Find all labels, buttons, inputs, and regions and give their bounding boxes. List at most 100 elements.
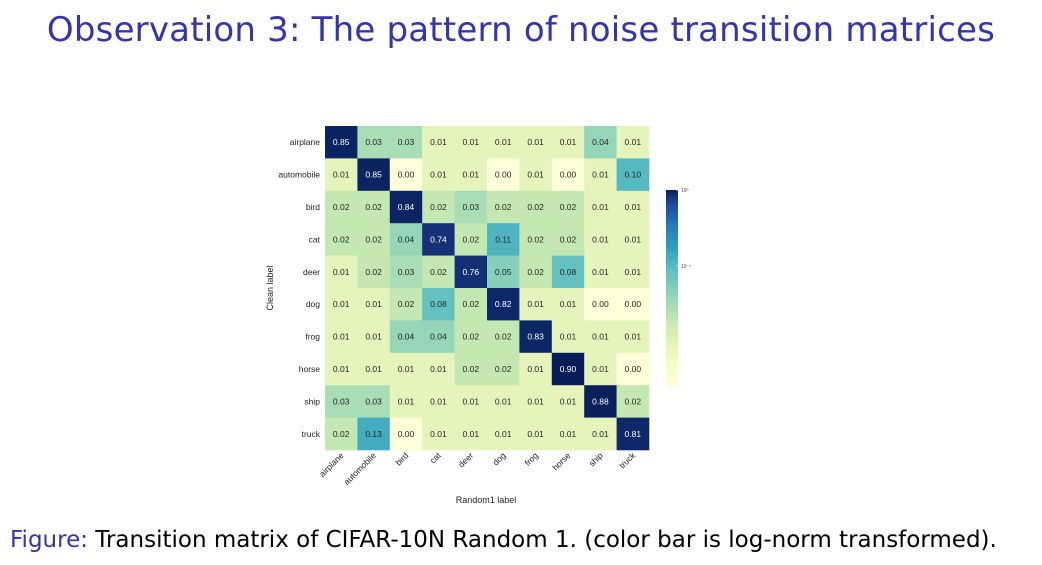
y-tick-label: dog — [306, 299, 320, 309]
cell-value-label: 0.01 — [592, 429, 609, 439]
heatmap-cell — [584, 255, 617, 289]
cell-value-label: 0.02 — [463, 234, 480, 244]
heatmap-cell — [551, 417, 585, 451]
heatmap-cell — [454, 352, 488, 386]
heatmap-cell — [551, 158, 585, 192]
cell-value-label: 0.01 — [463, 429, 480, 439]
heatmap-cell — [519, 352, 553, 386]
heatmap-cell — [325, 190, 358, 224]
heatmap-cell — [325, 352, 358, 386]
heatmap-cell — [487, 417, 520, 451]
cell-value-label: 0.00 — [495, 170, 512, 180]
x-tick-label: cat — [428, 450, 444, 466]
heatmap-cell — [487, 158, 520, 192]
cell-value-label: 0.02 — [527, 234, 544, 244]
heatmap-cell — [551, 352, 585, 386]
heatmap-cell — [389, 126, 423, 159]
heatmap-cell — [487, 352, 520, 386]
heatmap-cell — [325, 385, 358, 418]
cell-value-label: 0.02 — [527, 202, 544, 212]
heatmap-cell — [519, 126, 553, 159]
heatmap-cell — [422, 288, 455, 321]
heatmap-cell — [584, 417, 617, 451]
x-axis-title: Random1 label — [456, 495, 517, 505]
heatmap-cell — [519, 288, 553, 321]
heatmap-cell — [487, 126, 520, 159]
heatmap-cell — [422, 190, 455, 224]
cell-value-label: 0.01 — [430, 137, 447, 147]
cell-value-label: 0.01 — [625, 137, 642, 147]
cell-value-label: 0.02 — [463, 299, 480, 309]
heatmap-cell — [584, 320, 617, 354]
y-tick-label: bird — [306, 202, 320, 212]
heatmap-cell — [325, 126, 358, 159]
cell-value-label: 0.01 — [592, 332, 609, 342]
cell-value-label: 0.02 — [430, 202, 447, 212]
cell-value-label: 0.02 — [430, 267, 447, 277]
cell-value-label: 0.04 — [398, 332, 415, 342]
heatmap-cell — [551, 288, 585, 321]
cell-value-label: 0.01 — [592, 170, 609, 180]
heatmap-cell — [454, 255, 488, 289]
cell-value-label: 0.00 — [625, 364, 642, 374]
heatmap-cells: 0.85 0.03 0.03 0.01 0.01 0.01 0.01 0.01 0.04 0.01… — [325, 126, 650, 451]
cell-value-label: 0.01 — [495, 429, 512, 439]
cell-value-label: 0.03 — [365, 137, 382, 147]
cell-value-label: 0.08 — [560, 267, 577, 277]
cell-value-label: 0.05 — [495, 267, 512, 277]
cell-value-label: 0.01 — [625, 332, 642, 342]
cell-value-label: 0.01 — [625, 234, 642, 244]
cell-value-label: 0.10 — [625, 170, 642, 180]
cell-value-label: 0.02 — [333, 202, 350, 212]
cell-value-label: 0.74 — [430, 234, 447, 244]
heatmap-cell — [616, 352, 650, 386]
heatmap-cell — [584, 126, 617, 159]
heatmap-cell — [357, 385, 391, 418]
heatmap-cell — [454, 320, 488, 354]
heatmap-cell — [325, 158, 358, 192]
cell-value-label: 0.83 — [527, 332, 544, 342]
heatmap-cell — [325, 223, 358, 256]
heatmap-svg: 0.85 0.03 0.03 0.01 0.01 0.01 0.01 0.01 0.04 0.01… — [265, 126, 691, 505]
cell-value-label: 0.00 — [560, 170, 577, 180]
colorbar — [666, 190, 678, 387]
x-tick-label: bird — [393, 450, 410, 467]
x-tick-label: ship — [587, 450, 605, 468]
cell-value-label: 0.03 — [365, 396, 382, 406]
cell-value-label: 0.13 — [365, 429, 382, 439]
cell-value-label: 0.90 — [560, 364, 577, 374]
cell-value-label: 0.82 — [495, 299, 512, 309]
heatmap-cell — [454, 126, 488, 159]
cell-value-label: 0.88 — [592, 396, 609, 406]
heatmap-cell — [551, 255, 585, 289]
cell-value-label: 0.01 — [527, 364, 544, 374]
cell-value-label: 0.04 — [398, 234, 415, 244]
cell-value-label: 0.02 — [625, 396, 642, 406]
cell-value-label: 0.02 — [560, 234, 577, 244]
heatmap-cell — [616, 126, 650, 159]
cell-value-label: 0.01 — [365, 364, 382, 374]
heatmap-cell — [389, 320, 423, 354]
heatmap-cell — [487, 320, 520, 354]
cell-value-label: 0.01 — [560, 299, 577, 309]
heatmap-cell — [389, 352, 423, 386]
heatmap-cell — [389, 417, 423, 451]
cell-value-label: 0.01 — [333, 332, 350, 342]
heatmap-cell — [519, 320, 553, 354]
heatmap-cell — [389, 255, 423, 289]
heatmap-cell — [487, 385, 520, 418]
heatmap-cell — [422, 126, 455, 159]
heatmap-cell — [584, 190, 617, 224]
heatmap-cell — [519, 223, 553, 256]
heatmap-cell — [551, 126, 585, 159]
heatmap-cell — [422, 158, 455, 192]
heatmap-cell — [422, 320, 455, 354]
heatmap-cell — [584, 352, 617, 386]
y-tick-label: deer — [303, 267, 320, 277]
heatmap-cell — [357, 288, 391, 321]
cell-value-label: 0.01 — [527, 170, 544, 180]
y-tick-label: horse — [299, 364, 321, 374]
colorbar-tick-label: 10⁻¹ — [681, 264, 691, 270]
slide-title: Observation 3: The pattern of noise tran… — [46, 10, 996, 50]
cell-value-label: 0.01 — [495, 396, 512, 406]
